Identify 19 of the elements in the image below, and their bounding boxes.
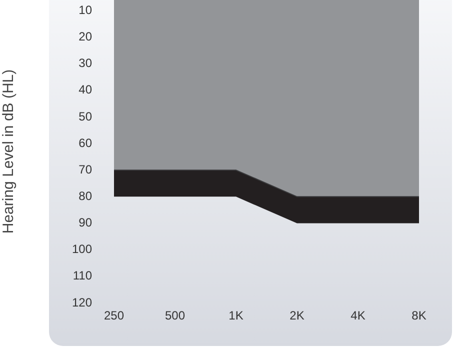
y-tick-label: 80 [78, 188, 92, 203]
x-tick-label: 2K [290, 308, 304, 323]
x-tick-label: 8K [412, 308, 426, 323]
x-tick-label: 1K [228, 308, 244, 323]
y-tick-label: 100 [72, 242, 92, 256]
y-tick-label: 10 [78, 2, 92, 17]
x-tick-label: 250 [104, 308, 124, 323]
y-tick-label: 90 [78, 216, 92, 230]
x-tick-label: 4K [350, 308, 366, 323]
y-tick-label: 110 [72, 268, 92, 283]
y-tick-label: 120 [72, 295, 92, 310]
y-tick-label: 20 [78, 30, 92, 44]
y-tick-label: 40 [78, 82, 92, 97]
y-tick-label: 30 [78, 56, 92, 70]
y-tick-label: 60 [78, 136, 92, 150]
y-tick-label: 70 [78, 162, 92, 176]
y-axis-title: Hearing Level in dB (HL) [0, 69, 18, 234]
x-tick-label: 500 [164, 308, 186, 323]
y-tick-label: 50 [78, 109, 92, 124]
